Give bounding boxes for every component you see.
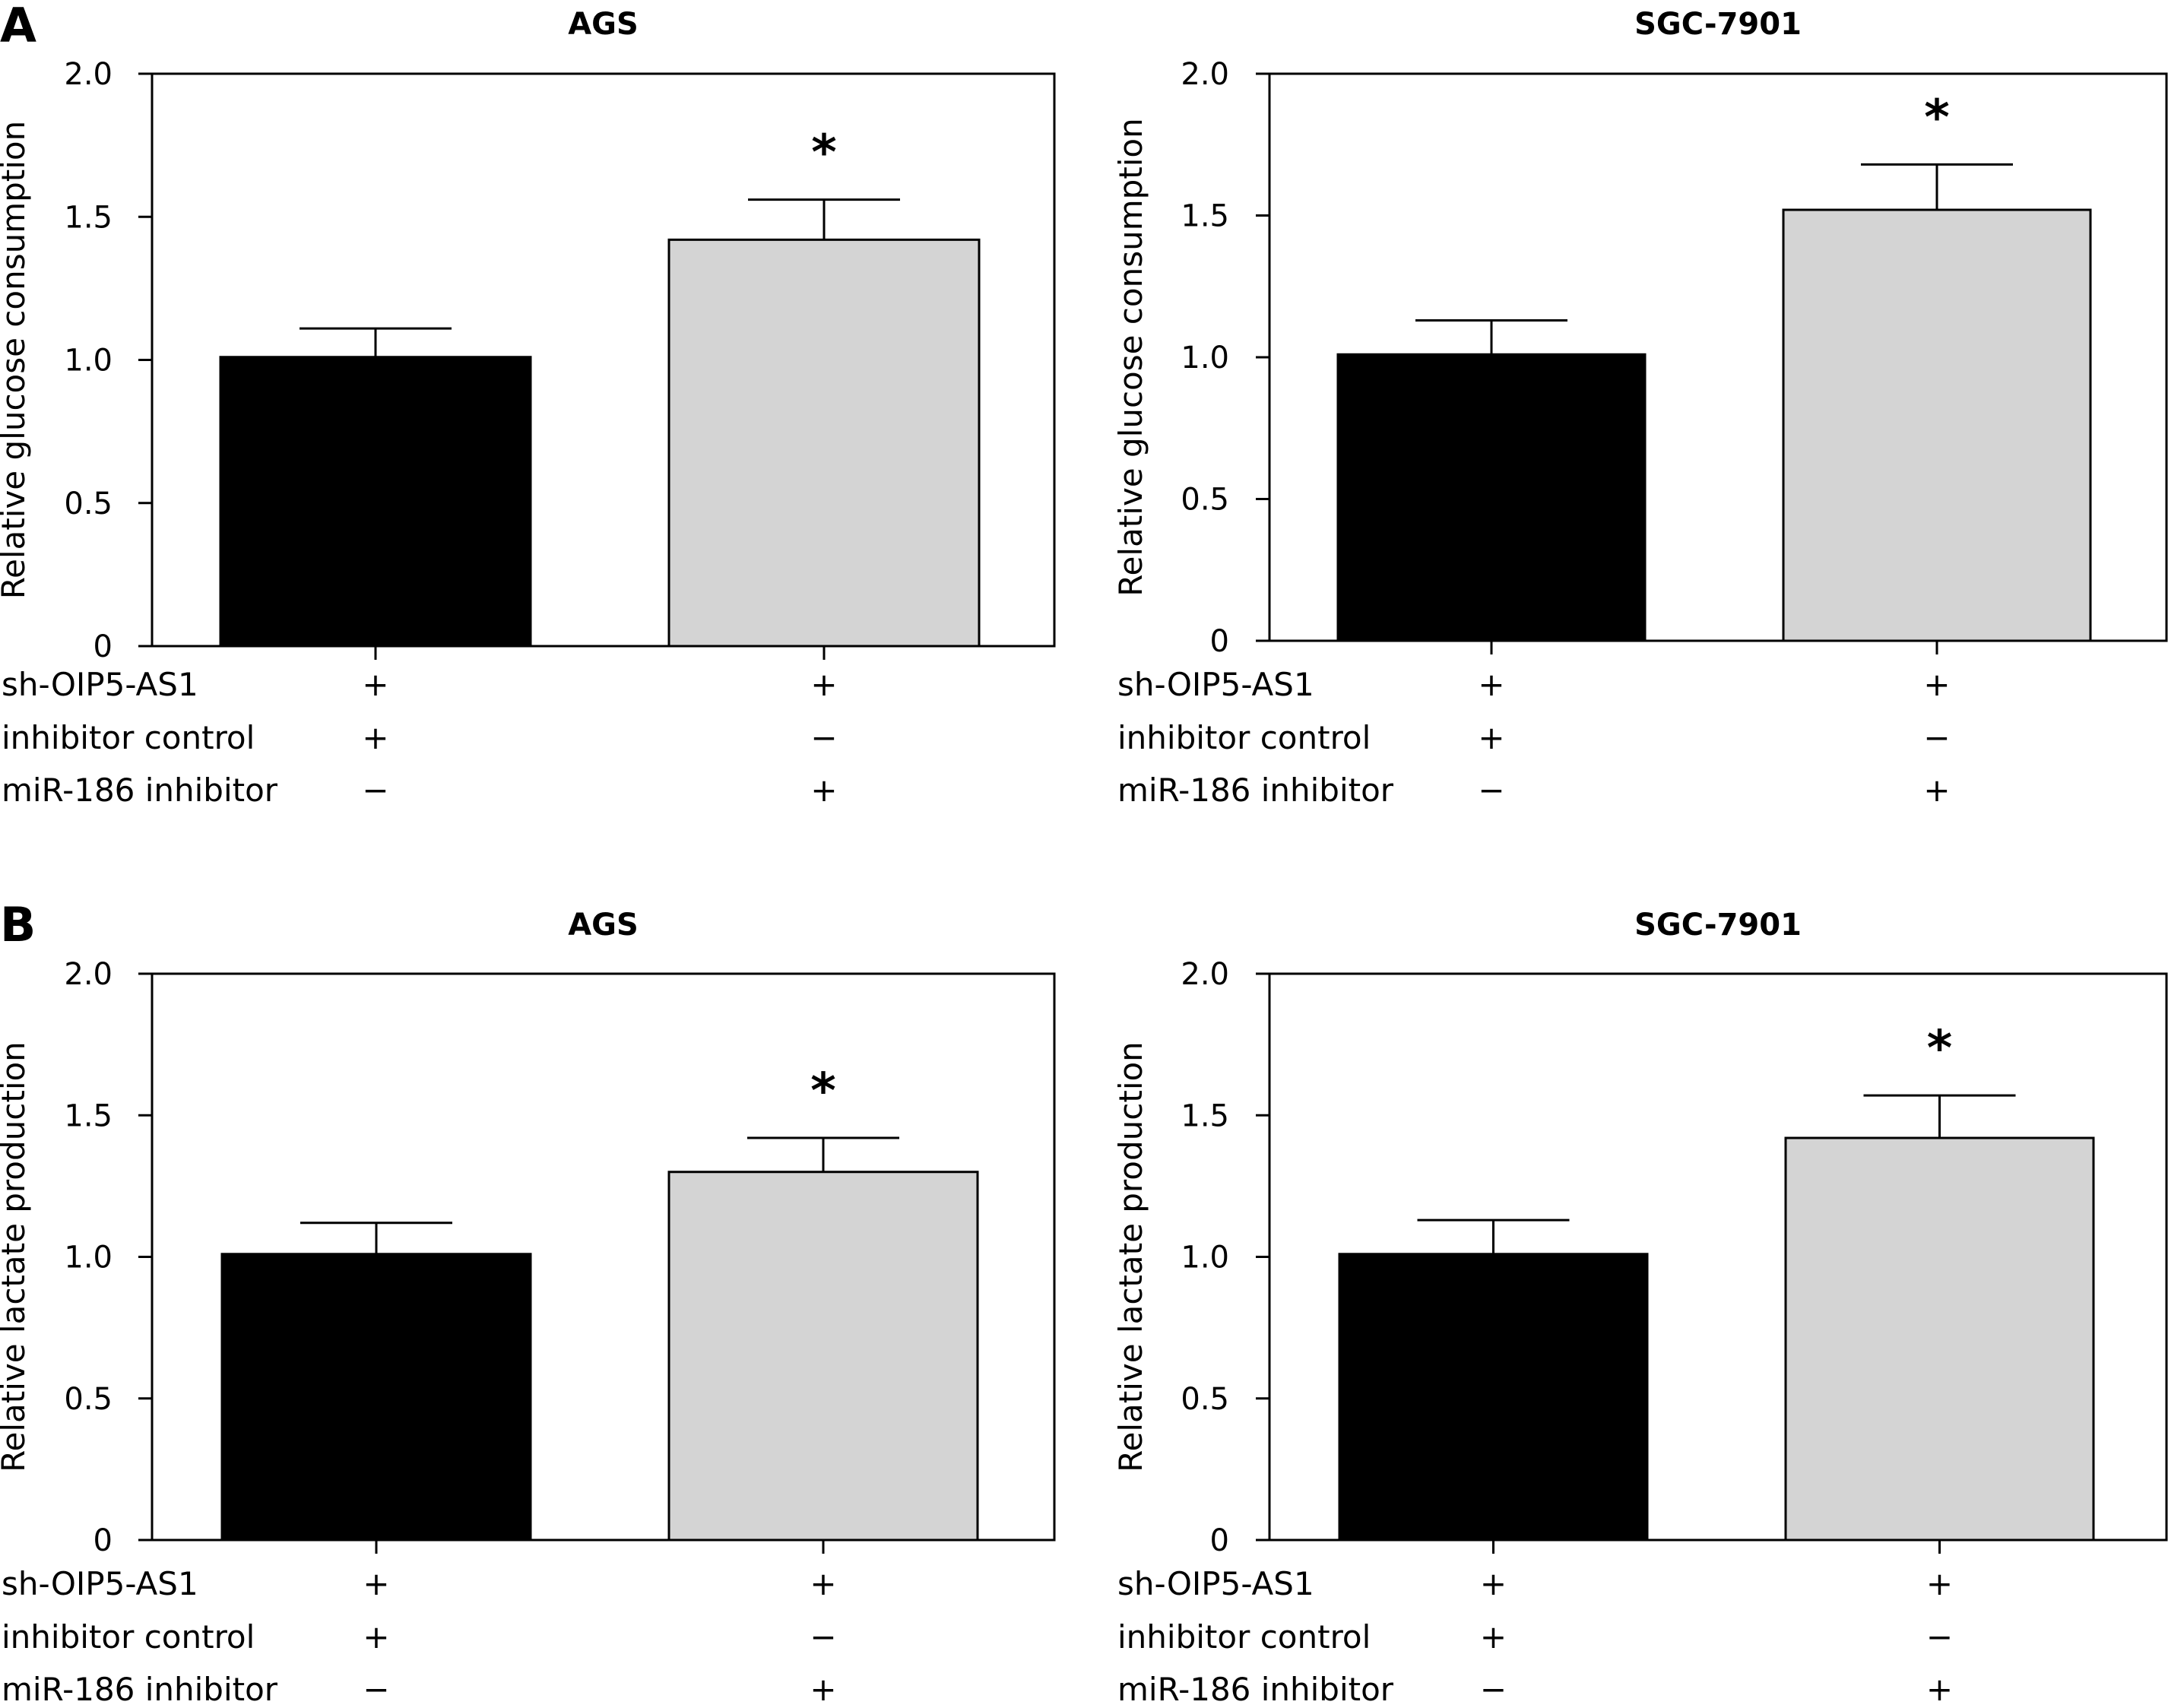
condition-value: − — [362, 772, 388, 809]
condition-value: + — [1923, 666, 1950, 703]
condition-value: + — [363, 1618, 389, 1656]
condition-value: + — [810, 1565, 836, 1602]
panel-label-b: B — [0, 897, 36, 952]
y-tick-label: 1.0 — [64, 1241, 113, 1275]
condition-value: + — [362, 666, 388, 703]
condition-value: + — [810, 666, 837, 703]
condition-value: + — [1480, 1618, 1507, 1656]
condition-value: + — [1478, 719, 1504, 756]
condition-label: miR-186 inhibitor — [2, 1671, 278, 1708]
y-tick-label: 0 — [94, 629, 113, 664]
y-tick-label: 1.0 — [1181, 1241, 1229, 1275]
condition-value: + — [1926, 1671, 1953, 1708]
charts: AGS Relative glucose consumption 0 0.5 1.0 1.… — [0, 7, 2168, 1708]
significance-asterisk: * — [810, 1063, 835, 1120]
condition-value: + — [362, 719, 388, 756]
y-tick-label: 1.0 — [1181, 341, 1229, 376]
chart-title: AGS — [568, 7, 639, 42]
significance-asterisk: * — [1927, 1021, 1952, 1077]
y-tick-label: 0.5 — [64, 1382, 113, 1417]
y-tick-label: 2.0 — [64, 957, 113, 992]
condition-value: − — [1923, 719, 1950, 756]
condition-label: inhibitor control — [1117, 719, 1371, 756]
y-tick-label: 1.5 — [64, 200, 113, 235]
bar — [667, 1171, 979, 1542]
condition-value: + — [1923, 772, 1950, 809]
y-tick-label: 0.5 — [64, 486, 113, 521]
y-axis-label: Relative lactate production — [0, 1041, 32, 1472]
condition-label: miR-186 inhibitor — [1117, 772, 1394, 809]
bar — [219, 356, 532, 648]
condition-value: − — [1478, 772, 1504, 809]
bar — [1784, 1136, 2095, 1542]
y-tick-label: 2.0 — [64, 57, 113, 92]
condition-value: + — [810, 1671, 836, 1708]
condition-value: − — [810, 719, 837, 756]
y-axis-label: Relative glucose consumption — [0, 121, 32, 599]
y-tick-label: 0.5 — [1181, 483, 1229, 518]
condition-value: − — [1926, 1618, 1953, 1656]
y-axis-label: Relative glucose consumption — [1112, 118, 1149, 596]
chart-title: SGC-7901 — [1634, 908, 1802, 943]
condition-value: + — [1926, 1565, 1953, 1602]
condition-label: inhibitor control — [2, 1618, 255, 1656]
bar — [1782, 208, 2092, 642]
condition-value: + — [1478, 666, 1504, 703]
condition-value: − — [363, 1671, 389, 1708]
chart-title: AGS — [568, 908, 639, 943]
condition-value: − — [1480, 1671, 1507, 1708]
condition-value: − — [810, 1618, 836, 1656]
y-tick-label: 2.0 — [1181, 957, 1229, 992]
condition-label: sh-OIP5-AS1 — [2, 666, 198, 703]
bar — [1336, 353, 1647, 642]
significance-asterisk: * — [811, 125, 836, 182]
chart-4: SGC-7901 Relative lactate production 0 0.5 1… — [1112, 908, 2168, 1708]
bar — [667, 238, 981, 648]
condition-value: + — [1480, 1565, 1507, 1602]
y-tick-label: 1.5 — [1181, 1098, 1229, 1133]
bar — [1338, 1253, 1649, 1542]
y-axis-label: Relative lactate production — [1112, 1041, 1149, 1472]
condition-label: inhibitor control — [2, 719, 255, 756]
panel-label-a: A — [0, 0, 36, 53]
chart-3: AGS Relative lactate production 0 0.5 1.0 1.5… — [0, 908, 1056, 1708]
chart-2: SGC-7901 Relative glucose consumption 0 0.5… — [1112, 7, 2168, 809]
condition-label: inhibitor control — [1117, 1618, 1371, 1656]
condition-label: sh-OIP5-AS1 — [1117, 666, 1314, 703]
chart-1: AGS Relative glucose consumption 0 0.5 1.0 1.… — [0, 7, 1056, 809]
significance-asterisk: * — [1924, 90, 1949, 146]
condition-label: sh-OIP5-AS1 — [1117, 1565, 1314, 1602]
y-tick-label: 0 — [1210, 1523, 1229, 1558]
y-tick-label: 2.0 — [1181, 57, 1229, 92]
y-tick-label: 1.5 — [1181, 199, 1229, 234]
condition-value: + — [363, 1565, 389, 1602]
y-tick-label: 0.5 — [1181, 1382, 1229, 1417]
y-tick-label: 1.5 — [64, 1098, 113, 1133]
chart-title: SGC-7901 — [1634, 7, 1802, 42]
bar — [220, 1253, 532, 1542]
condition-label: sh-OIP5-AS1 — [2, 1565, 198, 1602]
y-tick-label: 0 — [1210, 624, 1229, 659]
condition-label: miR-186 inhibitor — [2, 772, 278, 809]
y-tick-label: 1.0 — [64, 344, 113, 379]
condition-label: miR-186 inhibitor — [1117, 1671, 1394, 1708]
y-tick-label: 0 — [94, 1523, 113, 1558]
condition-value: + — [810, 772, 837, 809]
